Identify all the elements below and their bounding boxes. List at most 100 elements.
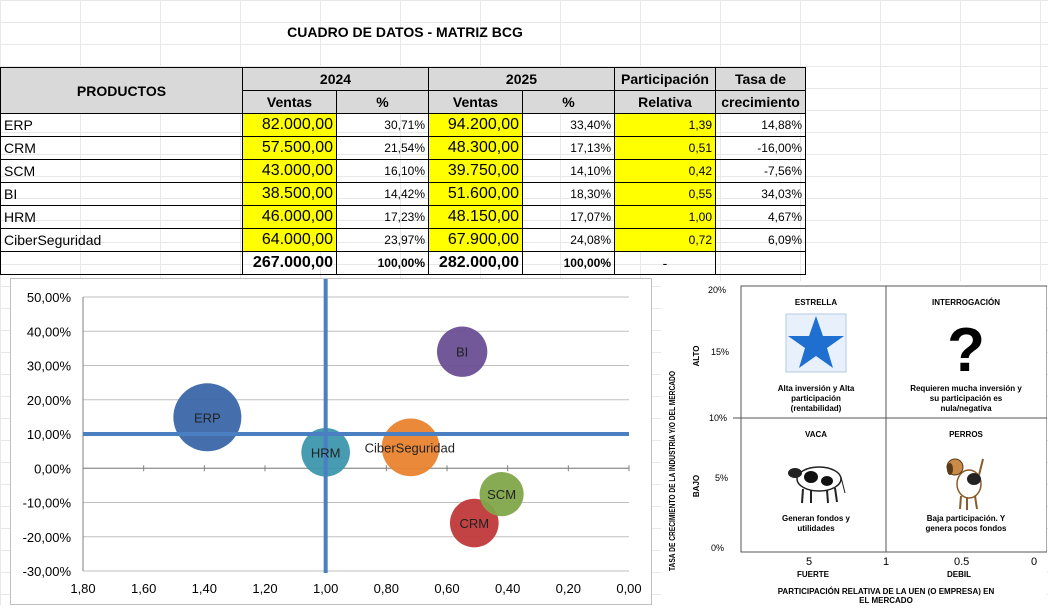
x-tick-label: 0,80: [374, 581, 399, 596]
perros-text-2: genera pocos fondos: [926, 524, 1007, 533]
product-name-cell: CiberSeguridad: [0, 228, 243, 252]
y-tick-label: 0,00%: [34, 461, 71, 476]
interrogacion-title: INTERROGACIÓN: [932, 298, 1000, 307]
ventas-2025-cell: 39.750,00: [428, 159, 523, 183]
perros-title: PERROS: [949, 430, 983, 439]
product-name-cell: HRM: [0, 205, 243, 229]
bcg-bajo-label: BAJO: [692, 475, 701, 497]
ventas-2024-cell: 82.000,00: [242, 113, 337, 137]
ventas-2024-cell: 38.500,00: [242, 182, 337, 206]
y-tick-label: -30,00%: [23, 564, 72, 579]
total-p2024: 100,00%: [336, 251, 429, 275]
growth-cell: 14,88%: [715, 113, 806, 137]
pct-2025-cell: 14,10%: [522, 159, 615, 183]
header-ventas-2025: Ventas: [428, 90, 523, 114]
growth-cell: 6,09%: [715, 228, 806, 252]
x-tick-label: 0,40: [495, 581, 520, 596]
rel-share-cell: 0,51: [614, 136, 716, 160]
page-title: CUADRO DE DATOS - MATRIZ BCG: [287, 24, 523, 40]
bcg-ytick-10: 10%: [709, 413, 727, 423]
estrella-text-2: participación: [791, 394, 841, 403]
bubble-label-hrm: HRM: [311, 445, 341, 460]
interrogacion-text-1: Requieren mucha inversión y: [910, 384, 1022, 393]
x-tick-label: 1,60: [131, 581, 156, 596]
header-relativa: Relativa: [614, 90, 716, 114]
bcg-ytick-15: 15%: [711, 347, 729, 357]
y-tick-label: 50,00%: [27, 290, 72, 305]
total-v2025: 282.000,00: [428, 251, 523, 275]
pct-2024-cell: 23,97%: [336, 228, 429, 252]
bcg-ytick-5: 5%: [715, 473, 728, 483]
pct-2024-cell: 14,42%: [336, 182, 429, 206]
pct-2025-cell: 17,07%: [522, 205, 615, 229]
pct-2024-cell: 17,23%: [336, 205, 429, 229]
header-productos: PRODUCTOS: [0, 67, 243, 114]
total-growth: [715, 251, 806, 275]
interrogacion-text-3: nula/negativa: [940, 404, 992, 413]
total-label-cell: [0, 251, 243, 275]
total-rel: -: [614, 251, 716, 275]
bubble-label-crm: CRM: [459, 516, 489, 531]
x-tick-label: 0,20: [556, 581, 581, 596]
bubble-label-ciberseguridad: CiberSeguridad: [365, 440, 455, 455]
bubble-chart: -30,00% -20,00% -10,00% 0,00% 10,00% 20,00% 30…: [10, 278, 652, 605]
x-tick-label: 1,00: [313, 581, 338, 596]
header-tasa: Tasa de: [715, 67, 806, 91]
ventas-2024-cell: 43.000,00: [242, 159, 337, 183]
table-row: ERP 82.000,00 30,71% 94.200,00 33,40% 1,39 14,…: [0, 113, 806, 137]
product-name-cell: CRM: [0, 136, 243, 160]
rel-share-cell: 0,55: [614, 182, 716, 206]
rel-share-cell: 0,72: [614, 228, 716, 252]
x-tick-label: 0,60: [434, 581, 459, 596]
bubble-label-erp: ERP: [194, 410, 221, 425]
x-tick-label: 1,80: [70, 581, 95, 596]
rel-share-cell: 0,42: [614, 159, 716, 183]
product-name-cell: BI: [0, 182, 243, 206]
bcg-x-axis-title-2: EL MERCADO: [859, 596, 913, 605]
estrella-title: ESTRELLA: [795, 298, 837, 307]
ventas-2025-cell: 94.200,00: [428, 113, 523, 137]
data-table: PRODUCTOS 2024 2025 Participación Tasa d…: [0, 67, 806, 275]
ventas-2025-cell: 48.150,00: [428, 205, 523, 229]
header-participacion: Participación: [614, 67, 716, 91]
bubble-chart-svg: -30,00% -20,00% -10,00% 0,00% 10,00% 20,00% 30…: [23, 279, 642, 596]
bubble-label-scm: SCM: [487, 487, 516, 502]
rel-share-cell: 1,00: [614, 205, 716, 229]
x-tick-label: 1,40: [192, 581, 217, 596]
dog-icon: [946, 458, 984, 510]
bcg-xtick-5: 5: [806, 556, 812, 568]
header-ventas-2024: Ventas: [242, 90, 337, 114]
cow-icon: [788, 466, 846, 504]
growth-cell: -7,56%: [715, 159, 806, 183]
total-p2025: 100,00%: [522, 251, 615, 275]
bcg-alto-label: ALTO: [692, 345, 701, 366]
ventas-2024-cell: 57.500,00: [242, 136, 337, 160]
perros-text-1: Baja participación. Y: [927, 514, 1006, 523]
growth-cell: 34,03%: [715, 182, 806, 206]
star-icon: [788, 316, 844, 368]
bubble-label-bi: BI: [456, 345, 468, 360]
bcg-debil-label: DEBIL: [947, 570, 971, 579]
bcg-matrix-panel: TASA DE CRECIMIENTO DE LA INDUSTRIA Y/O …: [661, 281, 1048, 605]
header-2024: 2024: [242, 67, 429, 91]
table-row: CiberSeguridad 64.000,00 23,97% 67.900,00 24…: [0, 228, 806, 252]
bubble-scm: [479, 472, 524, 517]
interrogacion-text-2: su participación es: [930, 394, 1003, 403]
ventas-2025-cell: 48.300,00: [428, 136, 523, 160]
pct-2025-cell: 18,30%: [522, 182, 615, 206]
growth-cell: 4,67%: [715, 205, 806, 229]
y-tick-label: -20,00%: [23, 530, 72, 545]
bubble-bi: [437, 326, 488, 377]
y-tick-label: -10,00%: [23, 496, 72, 511]
pct-2025-cell: 24,08%: [522, 228, 615, 252]
bcg-xtick-05: 0.5: [954, 556, 969, 568]
bcg-xtick-1: 1: [883, 556, 889, 568]
estrella-text-1: Alta inversión y Alta: [778, 384, 855, 393]
header-pct-2025: %: [522, 90, 615, 114]
y-tick-label: 30,00%: [27, 359, 72, 374]
table-row: SCM 43.000,00 16,10% 39.750,00 14,10% 0,42 -7,…: [0, 159, 806, 183]
vaca-title: VACA: [805, 430, 827, 439]
ventas-2025-cell: 67.900,00: [428, 228, 523, 252]
rel-share-cell: 1,39: [614, 113, 716, 137]
bcg-x-axis-title-1: PARTICIPACIÓN RELATIVA DE LA UEN (O EMPR…: [778, 587, 995, 596]
